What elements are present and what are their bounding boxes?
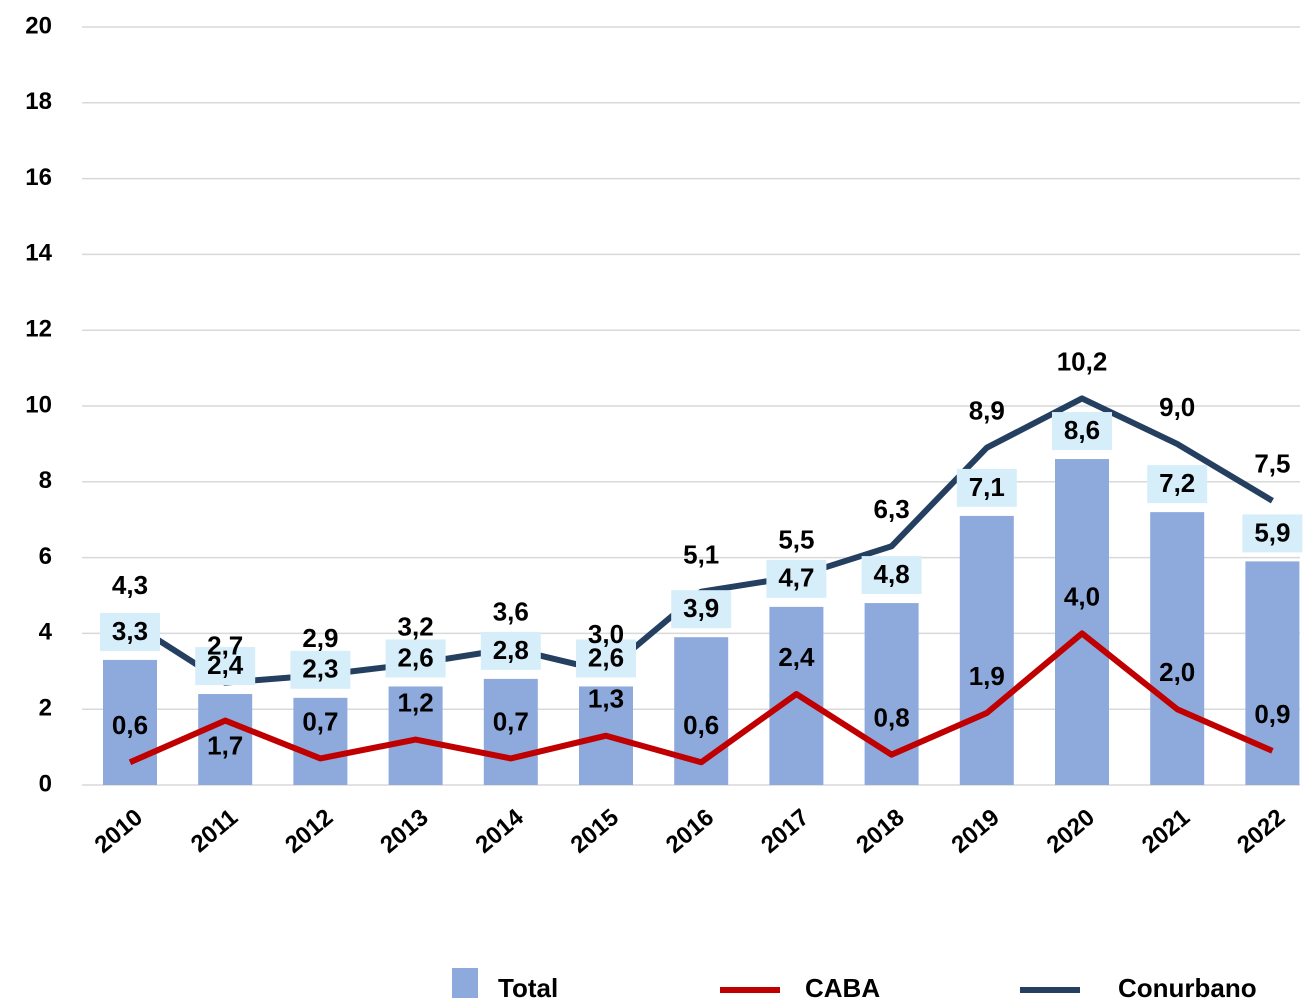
label-box [671,590,732,629]
data-label: 2,3 [302,654,338,684]
data-label: 2,6 [588,642,624,672]
x-tick-label: 2021 [1137,804,1195,859]
x-tick-label: 2020 [1042,804,1100,859]
data-label: 2,6 [398,642,434,672]
data-label: 5,1 [683,540,719,570]
bar [483,678,538,785]
legend-label: CABA [805,973,880,1003]
y-tick-label: 16 [25,164,52,191]
data-label: 3,0 [588,619,624,649]
bar [1150,512,1205,785]
label-box [1147,465,1208,504]
bar [198,694,253,785]
data-label: 10,2 [1057,346,1108,376]
data-label: 3,6 [493,596,529,626]
y-tick-label: 2 [39,695,52,722]
data-label: 3,2 [398,612,434,642]
data-label: 1,9 [969,661,1005,691]
bar [1055,459,1109,785]
bar [1245,561,1300,785]
data-label: 3,3 [112,616,148,646]
x-tick-label: 2015 [566,804,624,859]
y-tick-label: 20 [25,12,52,39]
data-label: 2,8 [493,635,529,665]
x-tick-label: 2011 [186,804,243,858]
legend-swatch [452,968,478,998]
x-tick-label: 2012 [280,804,338,859]
data-label: 1,3 [588,684,624,714]
data-label: 7,2 [1159,468,1195,498]
x-tick-label: 2010 [90,804,148,859]
bar [103,659,157,785]
data-label: 2,4 [778,642,815,672]
data-label: 8,9 [969,396,1005,426]
data-label: 0,6 [112,710,148,740]
data-label: 1,2 [398,687,434,717]
y-tick-label: 18 [25,88,52,115]
x-tick-label: 2016 [661,804,719,859]
x-tick-label: 2013 [375,804,433,859]
legend-label: Total [498,973,558,1003]
x-tick-label: 2017 [756,804,814,859]
data-label: 7,1 [969,472,1005,502]
data-label: 6,3 [874,494,910,524]
data-label: 3,9 [683,593,719,623]
line-1 [128,630,1274,766]
data-label: 0,8 [874,703,910,733]
data-label: 2,7 [207,631,243,661]
y-tick-label: 4 [39,619,53,646]
legend-label: Conurbano [1118,973,1257,1003]
y-tick-label: 0 [39,770,52,797]
label-box [290,650,351,689]
data-label: 4,3 [112,570,148,600]
x-tick-label: 2014 [470,803,529,858]
x-tick-label: 2022 [1232,804,1290,859]
data-label: 5,5 [778,524,814,554]
x-tick-label: 2019 [946,804,1004,859]
label-box [576,639,636,678]
label-box [766,559,827,598]
bar [864,603,919,785]
label-box [100,612,160,651]
y-tick-label: 10 [25,391,52,418]
label-box [861,556,922,595]
data-label: 0,6 [683,710,719,740]
data-label: 0,9 [1254,699,1290,729]
data-label: 2,4 [207,650,244,680]
data-label: 0,7 [493,706,529,736]
label-box [956,468,1017,507]
x-tick-label: 2018 [851,804,909,859]
y-tick-label: 12 [25,316,52,343]
data-label: 2,9 [302,623,338,653]
y-tick-label: 6 [39,543,52,570]
label-box [385,639,446,678]
data-label: 0,7 [302,706,338,736]
label-box [1242,514,1303,553]
y-tick-label: 8 [39,467,52,494]
data-label: 9,0 [1159,392,1195,422]
data-label: 7,5 [1254,449,1290,479]
data-label: 1,7 [207,730,243,760]
data-label: 8,6 [1064,415,1100,445]
y-tick-label: 14 [25,240,52,267]
bar [959,515,1014,785]
data-label: 5,9 [1254,517,1290,547]
label-box [195,647,256,686]
label-box [1052,412,1112,451]
data-label: 2,0 [1159,657,1195,687]
data-label: 4,8 [874,559,910,589]
bar [293,697,348,785]
bar [388,686,443,785]
label-box [480,631,541,670]
data-label: 4,0 [1064,581,1100,611]
data-label: 4,7 [778,563,814,593]
